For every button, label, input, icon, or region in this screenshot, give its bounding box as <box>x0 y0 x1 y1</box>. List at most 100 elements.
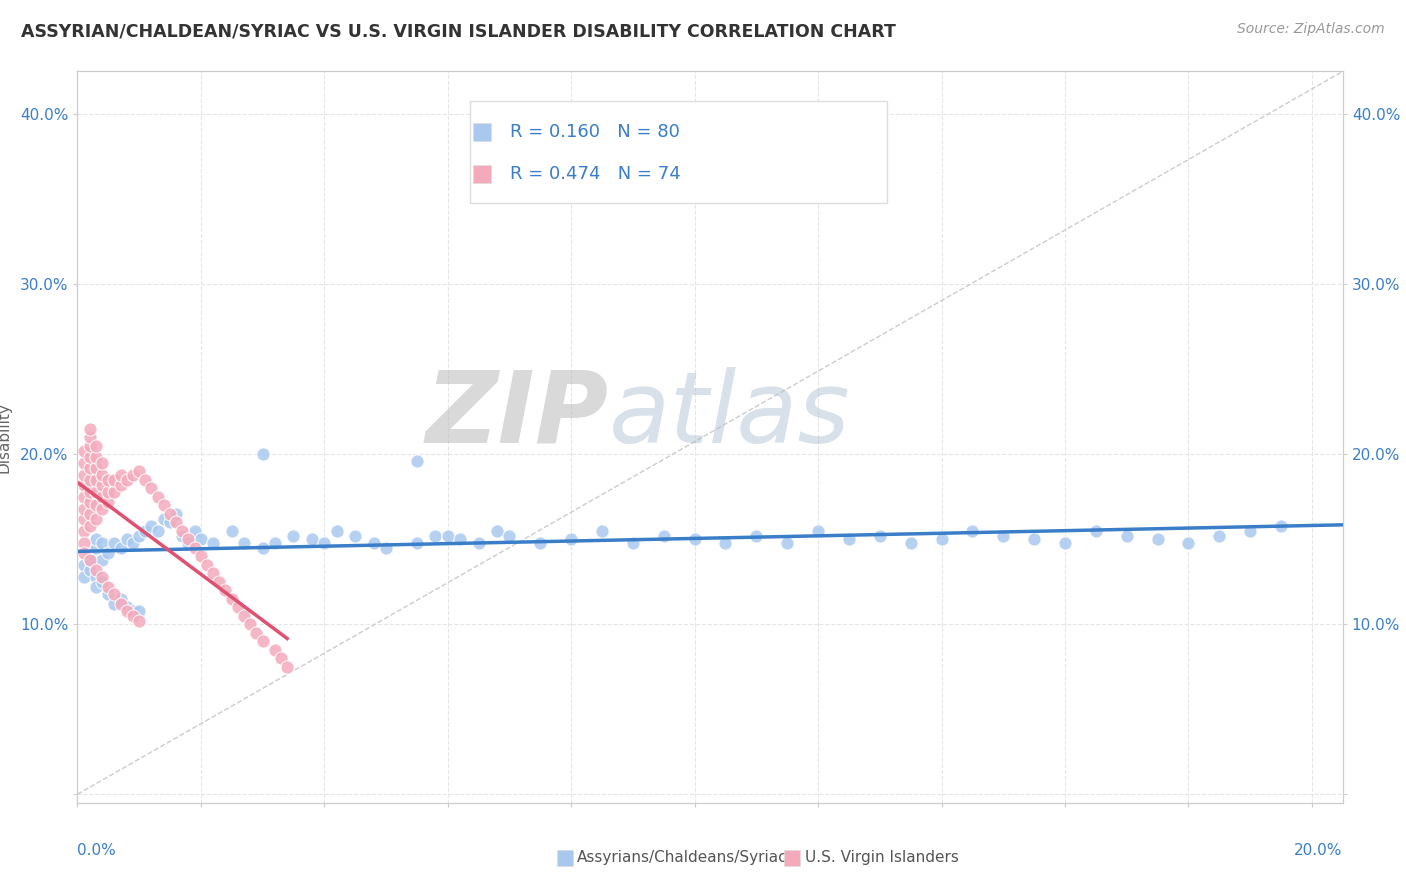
Point <box>202 566 225 581</box>
Point <box>91 569 114 583</box>
Point <box>72 467 94 482</box>
Point <box>1022 532 1045 546</box>
Point <box>141 481 163 495</box>
Point <box>363 535 385 549</box>
Point <box>344 529 367 543</box>
Point <box>900 535 922 549</box>
Point <box>84 512 107 526</box>
Point <box>263 535 285 549</box>
Point <box>115 473 138 487</box>
Point <box>84 580 107 594</box>
Point <box>276 659 298 673</box>
Point <box>91 552 114 566</box>
Point <box>91 490 114 504</box>
Point <box>283 529 305 543</box>
Point <box>1053 535 1076 549</box>
Point <box>103 586 125 600</box>
Point <box>103 473 125 487</box>
Point <box>776 535 799 549</box>
Point <box>97 494 120 508</box>
Point <box>72 443 94 458</box>
Point <box>97 586 120 600</box>
Point <box>221 524 243 538</box>
Point <box>91 477 114 491</box>
Text: Assyrians/Chaldeans/Syriacs: Assyrians/Chaldeans/Syriacs <box>578 850 796 865</box>
Point <box>97 484 120 499</box>
Point <box>405 454 427 468</box>
Text: U.S. Virgin Islanders: U.S. Virgin Islanders <box>806 850 959 865</box>
Point <box>79 439 101 453</box>
Point <box>683 532 706 546</box>
Point <box>134 524 156 538</box>
Point <box>79 546 101 560</box>
Point <box>72 546 94 560</box>
Point <box>110 541 132 555</box>
Point <box>183 524 205 538</box>
Point <box>172 529 194 543</box>
Text: R = 0.160   N = 80: R = 0.160 N = 80 <box>510 123 681 141</box>
Point <box>591 524 613 538</box>
Point <box>79 494 101 508</box>
Point <box>233 608 256 623</box>
Point <box>931 532 953 546</box>
Point <box>84 563 107 577</box>
Point <box>72 501 94 516</box>
Point <box>1146 532 1168 546</box>
Point <box>190 532 212 546</box>
Point <box>838 532 860 546</box>
Point <box>177 535 200 549</box>
Point <box>195 558 218 572</box>
Point <box>128 604 150 618</box>
Point <box>159 507 181 521</box>
Point <box>245 625 267 640</box>
Point <box>807 524 830 538</box>
Point <box>84 450 107 465</box>
Point <box>79 552 101 566</box>
Point <box>165 507 187 521</box>
Point <box>91 467 114 482</box>
Point <box>233 535 256 549</box>
Point <box>91 456 114 470</box>
Point <box>84 439 107 453</box>
Point <box>103 535 125 549</box>
Point <box>72 490 94 504</box>
Point <box>115 532 138 546</box>
Point <box>110 477 132 491</box>
Point <box>714 535 737 549</box>
Point <box>79 563 101 577</box>
Point <box>745 529 768 543</box>
Point <box>270 651 292 665</box>
Point <box>183 541 205 555</box>
Point <box>79 473 101 487</box>
Point <box>122 467 145 482</box>
Point <box>239 617 262 632</box>
Point <box>425 529 447 543</box>
Point <box>79 552 101 566</box>
Point <box>84 460 107 475</box>
Text: atlas: atlas <box>609 367 851 464</box>
Text: R = 0.474   N = 74: R = 0.474 N = 74 <box>510 165 681 183</box>
Point <box>97 546 120 560</box>
Point <box>314 535 336 549</box>
Point <box>128 464 150 478</box>
Point <box>252 634 274 648</box>
Point <box>97 580 120 594</box>
Y-axis label: Disability: Disability <box>0 401 11 473</box>
Point <box>84 541 107 555</box>
Point <box>301 532 323 546</box>
Point <box>172 524 194 538</box>
Point <box>375 541 398 555</box>
Point <box>72 535 94 549</box>
Point <box>84 473 107 487</box>
Point <box>190 549 212 563</box>
Text: ZIP: ZIP <box>426 367 609 464</box>
Point <box>128 529 150 543</box>
Point <box>252 447 274 461</box>
Point <box>103 597 125 611</box>
Text: 0.0%: 0.0% <box>77 843 117 858</box>
Point <box>252 541 274 555</box>
Point <box>1208 529 1230 543</box>
Point <box>72 456 94 470</box>
Point <box>72 558 94 572</box>
Point <box>962 524 984 538</box>
